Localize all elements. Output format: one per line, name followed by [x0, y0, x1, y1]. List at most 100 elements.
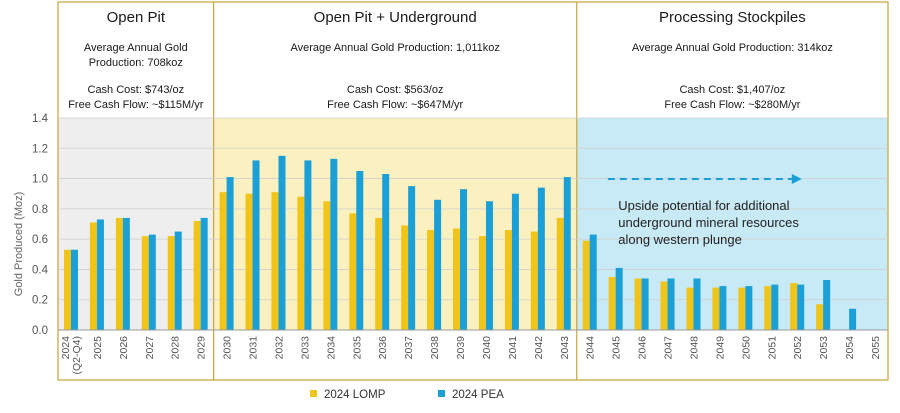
x-tick-label: 2033 [299, 336, 311, 360]
x-tick-label: 2046 [637, 336, 649, 360]
bar-pea [434, 199, 442, 330]
legend-swatch [310, 390, 317, 397]
x-tick-label: 2027 [144, 336, 156, 360]
phase-background [213, 118, 577, 330]
bar-pea [667, 278, 675, 330]
bar-pea [511, 193, 519, 330]
axes: 0.0 0.2 0.4 0.6 0.8 1.0 1.2 1.4 Gold Produced (M… [13, 113, 888, 375]
bar-pea [330, 158, 338, 330]
bar-lomp [427, 230, 435, 330]
x-tick-label: 2053 [818, 336, 830, 360]
bar-pea [200, 217, 208, 330]
bar-pea [589, 234, 597, 330]
bar-pea [408, 186, 416, 330]
upside-annotation-line: Upside potential for additional [618, 198, 789, 213]
legend-label: 2024 LOMP [324, 389, 386, 401]
y-tick-label: 1.4 [32, 113, 49, 125]
bar-pea [252, 160, 260, 330]
bar-lomp [245, 193, 253, 330]
bar-lomp [323, 201, 331, 330]
x-tick-label: 2039 [455, 336, 467, 360]
upside-arrow-head [791, 174, 802, 184]
bar-lomp [764, 286, 772, 330]
x-tick-label: 2054 [844, 336, 856, 360]
y-tick-label: 1.2 [32, 143, 48, 155]
phase-cash-cost: Cash Cost: $563/oz [347, 84, 444, 96]
x-tick-label: 2041 [507, 336, 519, 360]
phase-cash-cost: Cash Cost: $1,407/oz [679, 84, 785, 96]
x-tick-label: 2036 [377, 336, 389, 360]
bar-pea [615, 267, 623, 330]
x-tick-label: 2032 [273, 336, 285, 360]
bar-pea [148, 234, 156, 330]
bar-lomp [790, 283, 798, 330]
bar-pea [304, 160, 312, 330]
x-tick-label: 2038 [429, 336, 441, 360]
y-tick-label: 1.0 [32, 174, 48, 186]
bar-pea [693, 278, 701, 330]
bar-pea [460, 189, 468, 330]
phase-free-cash-flow: Free Cash Flow: ~$115M/yr [68, 99, 204, 111]
phase-production-line-1: Average Annual Gold [84, 42, 188, 54]
bar-lomp [504, 230, 512, 330]
bar-lomp [375, 217, 383, 330]
bar-pea [771, 284, 779, 330]
bar-pea [563, 177, 571, 330]
x-tick-label: 2034 [325, 336, 337, 360]
phase-background [576, 118, 888, 330]
bar-lomp [816, 304, 824, 330]
bar-lomp [686, 287, 694, 330]
upside-annotation-line: along western plunge [618, 232, 742, 247]
bar-pea [537, 187, 545, 330]
bar-lomp [297, 196, 305, 330]
y-tick-label: 0.2 [32, 295, 48, 307]
x-tick-label: 2031 [248, 336, 260, 360]
upside-annotation-line: underground mineral resources [618, 215, 799, 230]
phase-title: Processing Stockpiles [659, 9, 806, 26]
x-tick-label: 2037 [403, 336, 415, 360]
bar-lomp [401, 225, 409, 330]
x-tick-label: 2042 [533, 336, 545, 360]
phase-free-cash-flow: Free Cash Flow: ~$647M/yr [327, 99, 463, 111]
phase-title: Open Pit [107, 9, 166, 26]
x-tick-label: 2050 [740, 336, 752, 360]
x-tick-label: 2055 [870, 336, 882, 360]
bar-lomp [582, 240, 590, 330]
phase-cash-cost: Cash Cost: $743/oz [88, 84, 185, 96]
x-tick-label-line: (Q2-Q4) [71, 336, 83, 375]
bar-pea [485, 201, 493, 330]
x-tick-label: 2044 [585, 336, 597, 360]
phase-background [58, 118, 214, 330]
x-tick-label: 2035 [351, 336, 363, 360]
bars [63, 155, 857, 330]
bar-pea [641, 278, 649, 330]
bar-lomp [89, 222, 97, 330]
bar-pea [382, 174, 390, 330]
x-tick-label: 2045 [611, 336, 623, 360]
bar-lomp [478, 236, 486, 330]
x-tick-label: 2030 [222, 336, 234, 360]
bar-lomp [271, 192, 279, 330]
legend-swatch [438, 390, 445, 397]
bar-lomp [660, 281, 668, 330]
bar-pea [356, 171, 364, 330]
bar-pea [823, 280, 831, 330]
bar-pea [122, 217, 130, 330]
bar-lomp [738, 287, 746, 330]
x-tick-label: 2049 [714, 336, 726, 360]
y-tick-label: 0.0 [32, 325, 48, 337]
x-tick-label: 2024(Q2-Q4) [60, 336, 83, 375]
bar-pea [174, 231, 182, 330]
y-axis-label: Gold Produced (Moz) [13, 192, 25, 297]
x-tick-label: 2028 [170, 336, 182, 360]
bar-pea [226, 177, 234, 330]
y-tick-label: 0.6 [32, 234, 48, 246]
x-tick-label: 2052 [792, 336, 804, 360]
legend: 2024 LOMP 2024 PEA [310, 389, 504, 401]
y-tick-label: 0.4 [32, 264, 49, 276]
bar-lomp [141, 236, 149, 330]
bar-lomp [634, 278, 642, 330]
phase-title: Open Pit + Underground [314, 9, 477, 26]
bar-lomp [349, 213, 357, 330]
